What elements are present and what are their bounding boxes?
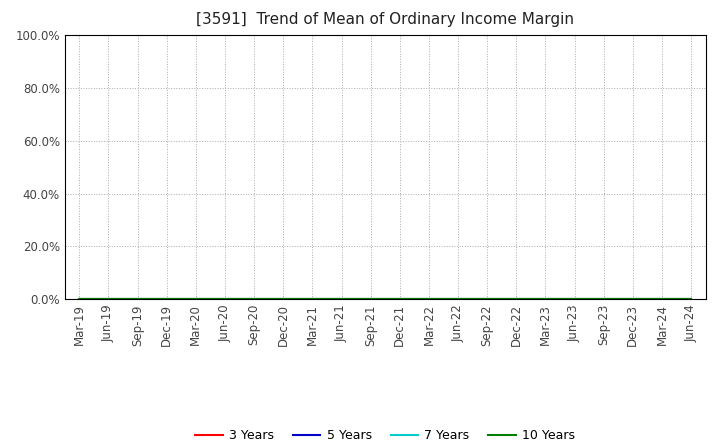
3 Years bbox=[366, 297, 375, 302]
10 Years bbox=[570, 297, 579, 302]
7 Years bbox=[366, 297, 375, 302]
5 Years bbox=[599, 297, 608, 302]
7 Years bbox=[512, 297, 521, 302]
7 Years bbox=[483, 297, 492, 302]
3 Years bbox=[104, 297, 113, 302]
5 Years bbox=[279, 297, 287, 302]
7 Years bbox=[192, 297, 200, 302]
3 Years bbox=[425, 297, 433, 302]
10 Years bbox=[512, 297, 521, 302]
10 Years bbox=[454, 297, 462, 302]
7 Years bbox=[657, 297, 666, 302]
5 Years bbox=[337, 297, 346, 302]
7 Years bbox=[541, 297, 550, 302]
7 Years bbox=[104, 297, 113, 302]
10 Years bbox=[395, 297, 404, 302]
3 Years bbox=[512, 297, 521, 302]
10 Years bbox=[220, 297, 229, 302]
5 Years bbox=[657, 297, 666, 302]
7 Years bbox=[629, 297, 637, 302]
5 Years bbox=[163, 297, 171, 302]
5 Years bbox=[687, 297, 696, 302]
10 Years bbox=[425, 297, 433, 302]
7 Years bbox=[687, 297, 696, 302]
3 Years bbox=[308, 297, 317, 302]
3 Years bbox=[192, 297, 200, 302]
5 Years bbox=[250, 297, 258, 302]
3 Years bbox=[483, 297, 492, 302]
10 Years bbox=[163, 297, 171, 302]
3 Years bbox=[133, 297, 142, 302]
5 Years bbox=[75, 297, 84, 302]
3 Years bbox=[687, 297, 696, 302]
10 Years bbox=[541, 297, 550, 302]
3 Years bbox=[599, 297, 608, 302]
3 Years bbox=[454, 297, 462, 302]
10 Years bbox=[192, 297, 200, 302]
3 Years bbox=[541, 297, 550, 302]
5 Years bbox=[104, 297, 113, 302]
7 Years bbox=[454, 297, 462, 302]
7 Years bbox=[133, 297, 142, 302]
3 Years bbox=[220, 297, 229, 302]
10 Years bbox=[75, 297, 84, 302]
5 Years bbox=[425, 297, 433, 302]
Title: [3591]  Trend of Mean of Ordinary Income Margin: [3591] Trend of Mean of Ordinary Income … bbox=[197, 12, 575, 27]
10 Years bbox=[337, 297, 346, 302]
5 Years bbox=[395, 297, 404, 302]
10 Years bbox=[250, 297, 258, 302]
7 Years bbox=[395, 297, 404, 302]
10 Years bbox=[657, 297, 666, 302]
7 Years bbox=[308, 297, 317, 302]
7 Years bbox=[337, 297, 346, 302]
5 Years bbox=[366, 297, 375, 302]
5 Years bbox=[454, 297, 462, 302]
10 Years bbox=[687, 297, 696, 302]
5 Years bbox=[220, 297, 229, 302]
5 Years bbox=[512, 297, 521, 302]
5 Years bbox=[541, 297, 550, 302]
7 Years bbox=[279, 297, 287, 302]
7 Years bbox=[220, 297, 229, 302]
10 Years bbox=[133, 297, 142, 302]
10 Years bbox=[366, 297, 375, 302]
5 Years bbox=[308, 297, 317, 302]
3 Years bbox=[570, 297, 579, 302]
7 Years bbox=[163, 297, 171, 302]
5 Years bbox=[192, 297, 200, 302]
7 Years bbox=[599, 297, 608, 302]
10 Years bbox=[104, 297, 113, 302]
10 Years bbox=[599, 297, 608, 302]
3 Years bbox=[250, 297, 258, 302]
3 Years bbox=[75, 297, 84, 302]
Legend: 3 Years, 5 Years, 7 Years, 10 Years: 3 Years, 5 Years, 7 Years, 10 Years bbox=[191, 424, 580, 440]
7 Years bbox=[75, 297, 84, 302]
5 Years bbox=[133, 297, 142, 302]
7 Years bbox=[570, 297, 579, 302]
3 Years bbox=[163, 297, 171, 302]
5 Years bbox=[570, 297, 579, 302]
3 Years bbox=[657, 297, 666, 302]
7 Years bbox=[425, 297, 433, 302]
3 Years bbox=[629, 297, 637, 302]
10 Years bbox=[629, 297, 637, 302]
10 Years bbox=[279, 297, 287, 302]
3 Years bbox=[337, 297, 346, 302]
5 Years bbox=[483, 297, 492, 302]
5 Years bbox=[629, 297, 637, 302]
10 Years bbox=[483, 297, 492, 302]
3 Years bbox=[395, 297, 404, 302]
7 Years bbox=[250, 297, 258, 302]
3 Years bbox=[279, 297, 287, 302]
10 Years bbox=[308, 297, 317, 302]
